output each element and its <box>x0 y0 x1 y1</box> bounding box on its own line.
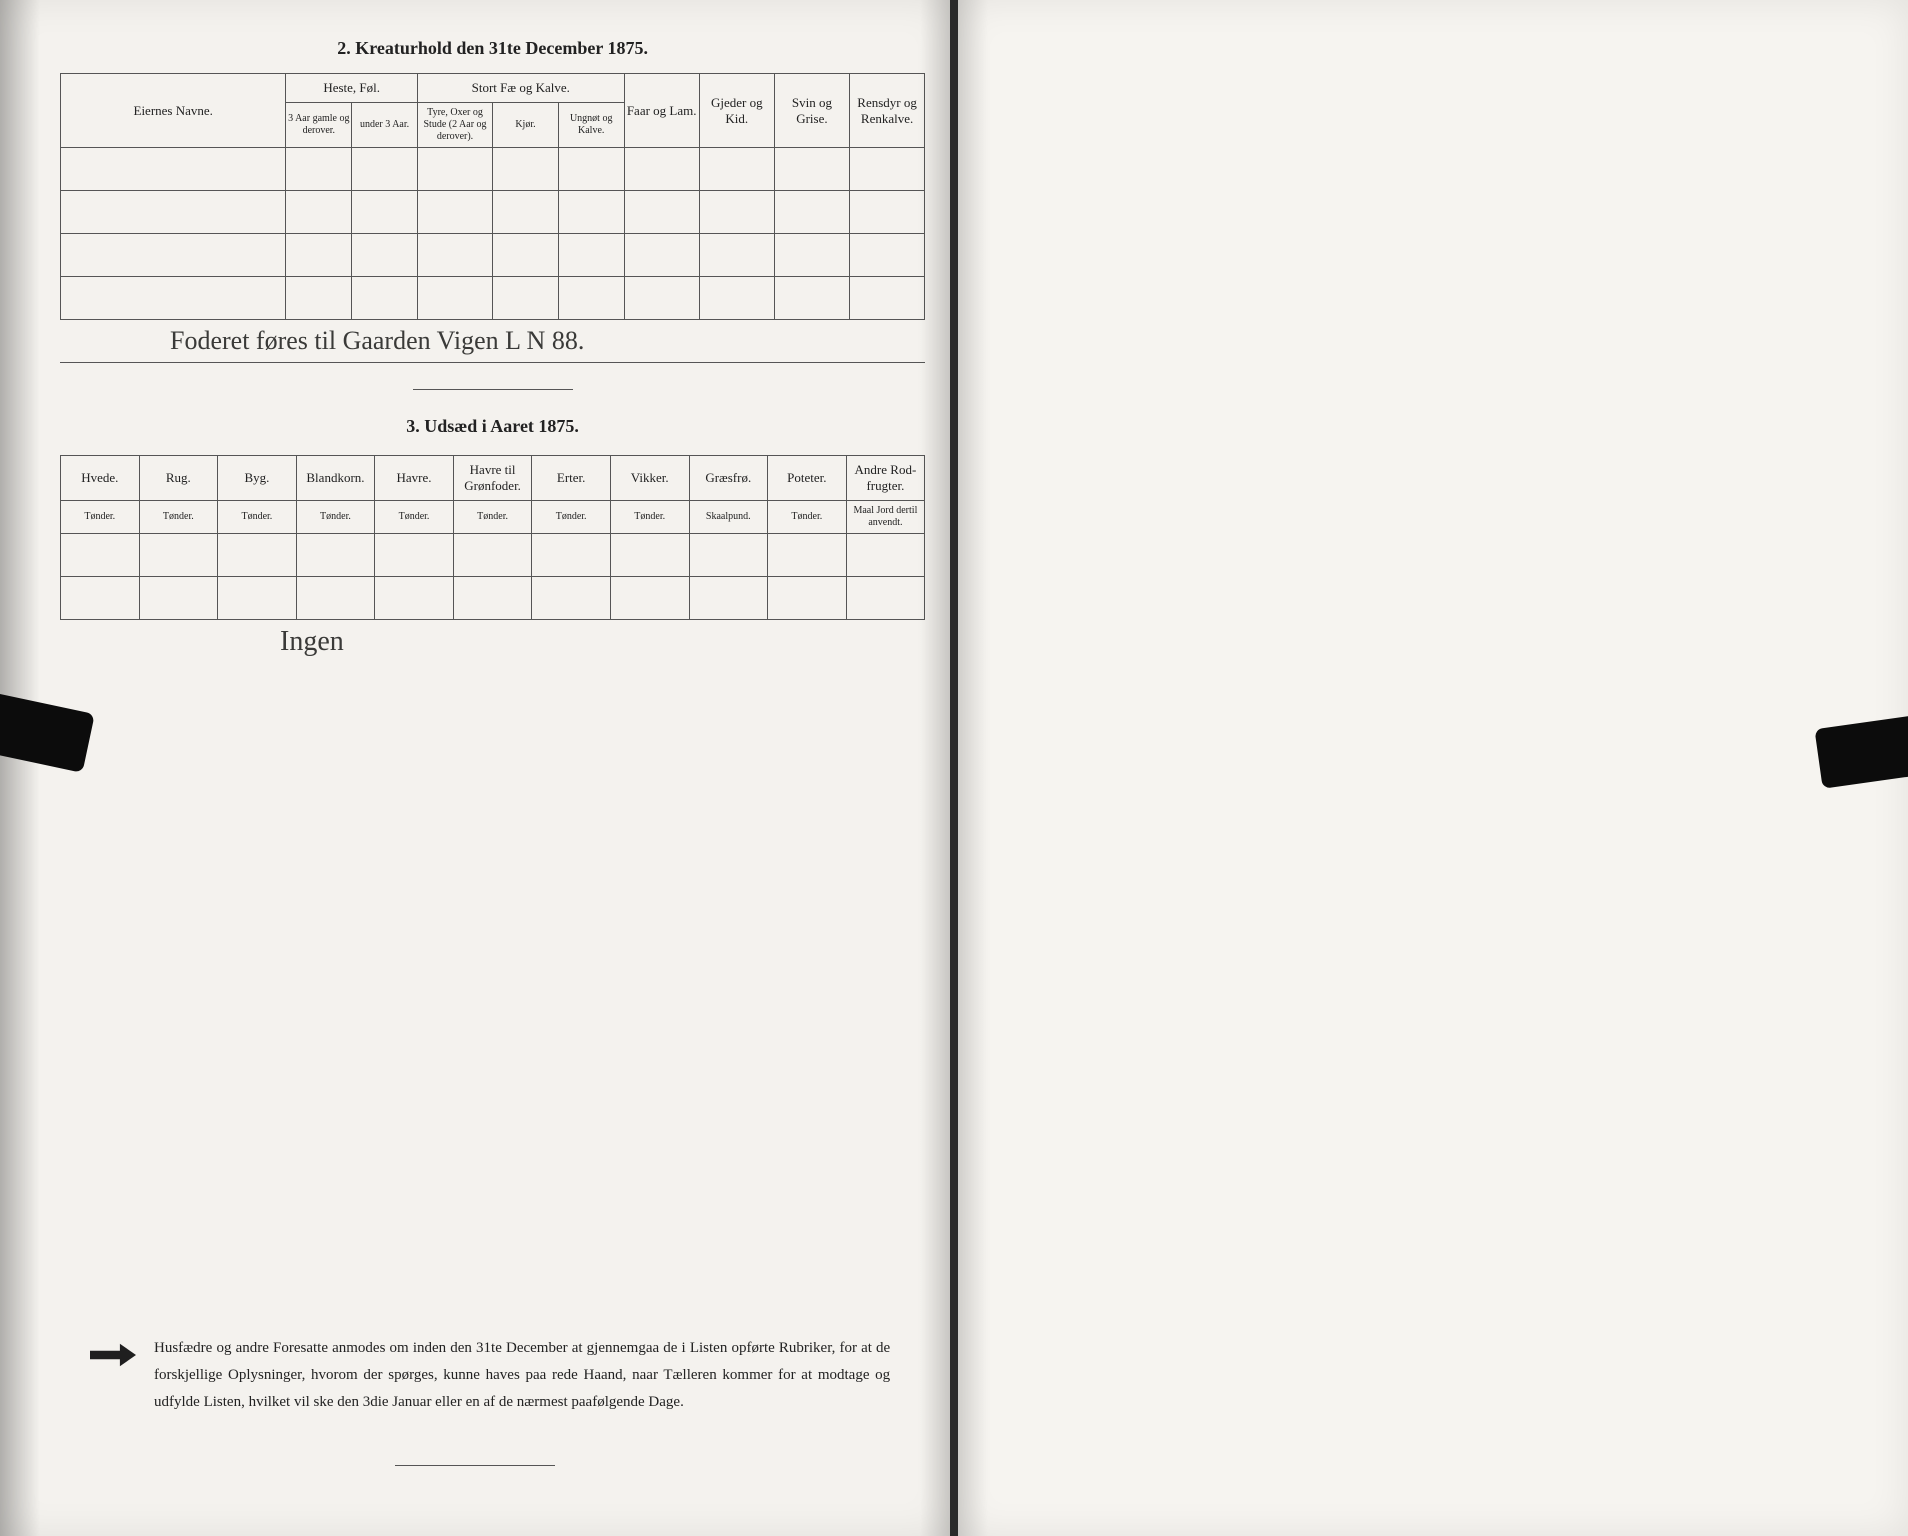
unit: Tønder. <box>375 501 454 534</box>
col-havre: Havre. <box>375 456 454 501</box>
table-row <box>61 148 925 191</box>
sub-stort-a: Tyre, Oxer og Stude (2 Aar og derover). <box>417 103 492 148</box>
table-row <box>61 534 925 577</box>
seed-table: Hvede. Rug. Byg. Blandkorn. Havre. Havre… <box>60 455 925 620</box>
col-faar: Faar og Lam. <box>624 74 699 148</box>
col-owner: Eiernes Navne. <box>61 74 286 148</box>
unit: Tønder. <box>218 501 297 534</box>
table-header-row: Hvede. Rug. Byg. Blandkorn. Havre. Havre… <box>61 456 925 501</box>
col-erter: Erter. <box>532 456 611 501</box>
handwritten-note: Foderet føres til Gaarden Vigen L N 88. <box>60 320 925 363</box>
bottom-divider <box>395 1465 555 1466</box>
unit: Skaalpund. <box>689 501 768 534</box>
gutter-shadow <box>958 0 988 1536</box>
table-row <box>61 577 925 620</box>
unit: Tønder. <box>532 501 611 534</box>
gutter-shadow <box>920 0 950 1536</box>
sub-stort-b: Kjør. <box>493 103 559 148</box>
pointing-hand-icon <box>90 1341 136 1369</box>
table-row <box>61 191 925 234</box>
livestock-table: Eiernes Navne. Heste, Føl. Stort Fæ og K… <box>60 73 925 320</box>
footer-block: Husfædre og andre Foresatte anmodes om i… <box>90 1335 890 1416</box>
col-svin: Svin og Grise. <box>774 74 849 148</box>
section3-title: 3. Udsæd i Aaret 1875. <box>60 416 925 437</box>
sub-stort-c: Ungnøt og Kalve. <box>558 103 624 148</box>
book-spread: 2. Kreaturhold den 31te December 1875. E… <box>0 0 1908 1536</box>
footer-text: Husfædre og andre Foresatte anmodes om i… <box>154 1335 890 1416</box>
unit: Tønder. <box>453 501 532 534</box>
unit: Tønder. <box>139 501 218 534</box>
col-gjeder: Gjeder og Kid. <box>699 74 774 148</box>
section2-title: 2. Kreaturhold den 31te December 1875. <box>60 38 925 59</box>
handwritten-ingen: Ingen <box>280 626 925 658</box>
col-blandkorn: Blandkorn. <box>296 456 375 501</box>
unit: Maal Jord dertil anvendt. <box>846 501 925 534</box>
unit: Tønder. <box>296 501 375 534</box>
unit: Tønder. <box>61 501 140 534</box>
col-havre-gron: Havre til Grønfoder. <box>453 456 532 501</box>
col-andre: Andre Rod-frugter. <box>846 456 925 501</box>
right-page <box>950 0 1908 1536</box>
unit: Tønder. <box>610 501 689 534</box>
table-row <box>61 234 925 277</box>
col-graesfro: Græsfrø. <box>689 456 768 501</box>
col-group-heste: Heste, Føl. <box>286 74 418 103</box>
col-rug: Rug. <box>139 456 218 501</box>
divider <box>413 389 573 390</box>
col-poteter: Poteter. <box>768 456 847 501</box>
table-header-row: Eiernes Navne. Heste, Føl. Stort Fæ og K… <box>61 74 925 103</box>
col-group-stort: Stort Fæ og Kalve. <box>417 74 624 103</box>
sub-heste-b: under 3 Aar. <box>352 103 418 148</box>
col-hvede: Hvede. <box>61 456 140 501</box>
left-edge-shadow <box>0 0 40 1536</box>
table-row <box>61 277 925 320</box>
col-byg: Byg. <box>218 456 297 501</box>
left-page: 2. Kreaturhold den 31te December 1875. E… <box>0 0 950 1536</box>
col-vikker: Vikker. <box>610 456 689 501</box>
col-rensdyr: Rensdyr og Renkalve. <box>850 74 925 148</box>
sub-heste-a: 3 Aar gamle og derover. <box>286 103 352 148</box>
unit: Tønder. <box>768 501 847 534</box>
table-unit-row: Tønder. Tønder. Tønder. Tønder. Tønder. … <box>61 501 925 534</box>
